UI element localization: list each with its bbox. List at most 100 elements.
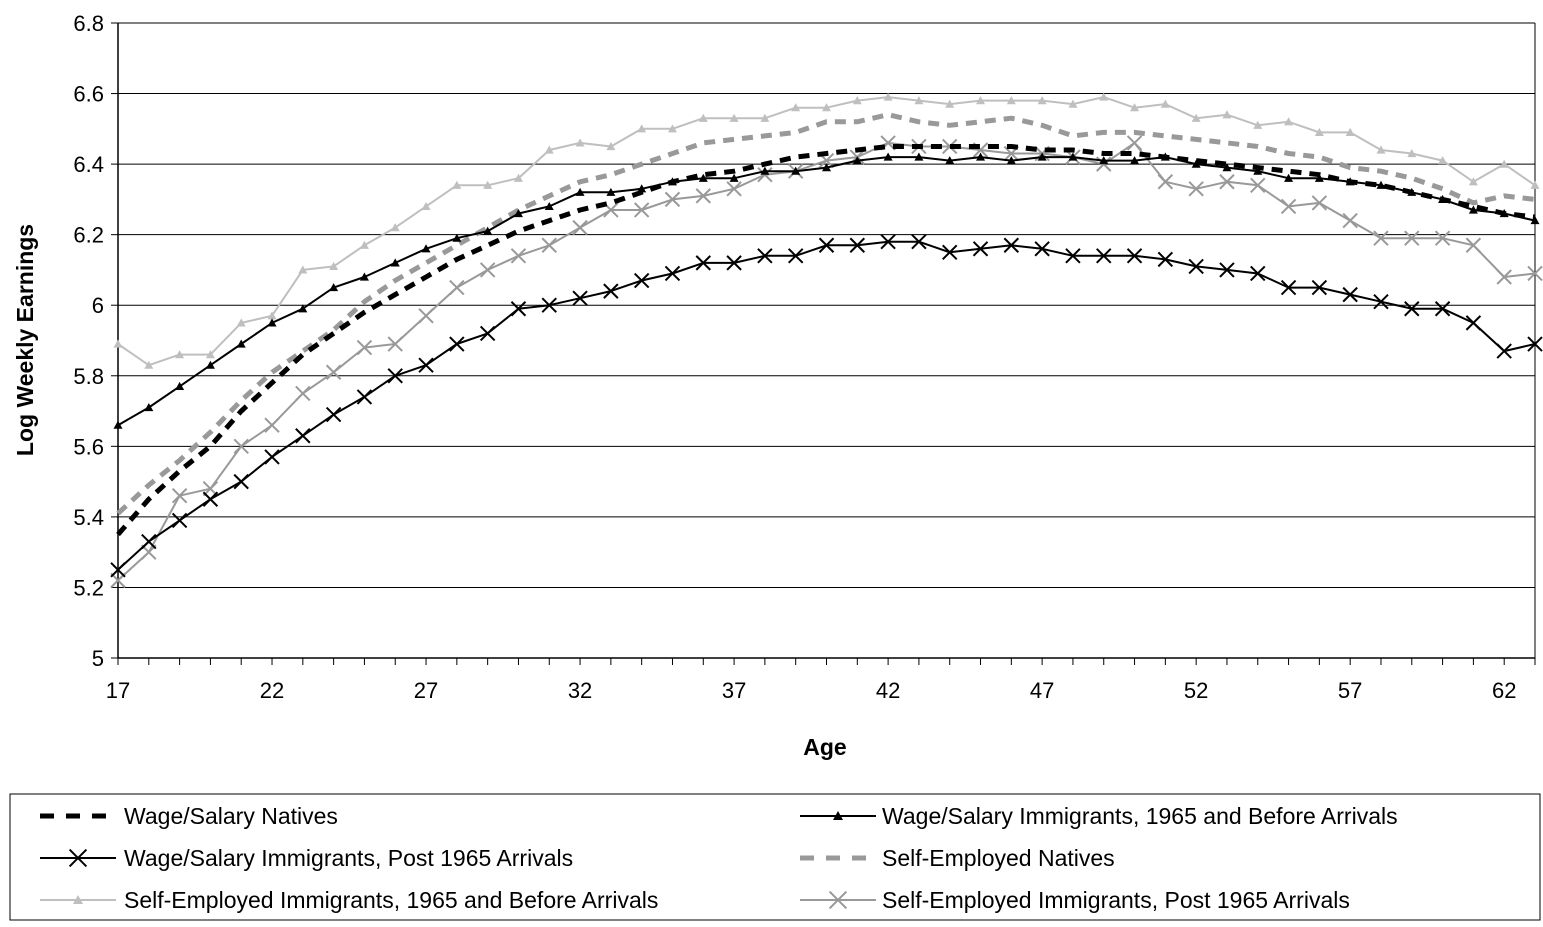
data-point — [572, 219, 588, 236]
data-point — [633, 272, 650, 289]
data-point — [1003, 237, 1020, 253]
data-point — [387, 368, 403, 384]
data-point — [852, 156, 862, 165]
data-point — [695, 255, 711, 271]
data-point — [791, 166, 801, 175]
data-point — [541, 237, 557, 253]
data-point — [1126, 248, 1143, 264]
data-point — [1250, 265, 1266, 282]
data-point — [205, 360, 215, 369]
data-point — [264, 417, 280, 433]
data-point — [510, 301, 527, 317]
data-point — [483, 226, 493, 235]
data-point — [1527, 265, 1543, 282]
data-point — [1222, 110, 1232, 119]
data-point — [1222, 163, 1232, 172]
data-point — [175, 350, 185, 359]
data-point — [1250, 177, 1266, 193]
y-tick-label: 6.4 — [73, 152, 104, 177]
data-point — [298, 265, 308, 274]
data-point — [606, 187, 616, 196]
data-point — [144, 403, 154, 412]
data-point — [1006, 156, 1016, 165]
data-point — [572, 290, 588, 306]
data-point — [575, 187, 585, 196]
data-point — [513, 209, 523, 218]
data-point — [421, 201, 431, 211]
legend-box — [9, 793, 1541, 921]
series-4 — [113, 92, 1540, 369]
data-point — [236, 318, 246, 327]
legend: Wage/Salary Natives Wage/Salary Immigrant… — [9, 793, 1541, 921]
legend-label: Wage/Salary Immigrants, Post 1965 Arriva… — [124, 845, 573, 871]
x-tick-label: 32 — [568, 678, 592, 703]
data-point — [667, 124, 677, 133]
data-point — [942, 244, 958, 261]
data-point — [914, 152, 924, 161]
y-tick-label: 6.2 — [73, 223, 104, 248]
data-point — [1499, 159, 1509, 168]
data-point — [1006, 96, 1016, 105]
data-point — [1530, 216, 1540, 225]
data-point — [729, 113, 739, 122]
data-point — [1311, 279, 1328, 296]
data-point — [110, 562, 126, 578]
data-point — [822, 103, 831, 112]
data-point — [1130, 156, 1140, 165]
series-0 — [116, 144, 1536, 537]
data-point — [1065, 248, 1081, 264]
data-point — [942, 138, 958, 155]
data-point — [171, 488, 188, 504]
y-tick-label: 6 — [92, 293, 104, 318]
x-tick-label: 17 — [106, 678, 130, 703]
data-point — [1468, 205, 1478, 214]
data-point — [849, 237, 866, 253]
data-point — [449, 336, 465, 352]
data-point — [387, 336, 403, 352]
data-point — [606, 141, 616, 151]
data-point — [976, 152, 986, 161]
data-point — [236, 339, 246, 348]
data-point — [544, 201, 554, 211]
data-point — [1434, 230, 1451, 246]
x-tick-label: 37 — [722, 678, 746, 703]
series-line — [116, 144, 1536, 537]
y-tick-label: 6.6 — [73, 82, 104, 107]
data-point — [1188, 258, 1204, 275]
data-point — [911, 234, 927, 250]
data-point — [1373, 230, 1389, 246]
data-point — [729, 173, 739, 182]
data-point — [1376, 180, 1386, 189]
data-point — [390, 223, 400, 232]
data-point — [449, 279, 465, 296]
data-point — [1099, 156, 1109, 165]
data-point — [1037, 96, 1047, 105]
data-point — [1157, 251, 1174, 268]
data-point — [479, 262, 496, 278]
x-tick-label: 52 — [1184, 678, 1208, 703]
data-point — [972, 241, 989, 257]
data-point — [726, 181, 742, 197]
data-point — [976, 96, 986, 105]
legend-label: Self-Employed Natives — [882, 845, 1115, 871]
data-point — [757, 248, 773, 264]
y-tick-labels: 5 5.2 5.4 5.6 5.8 6 6.2 6.4 6.6 6.8 — [73, 11, 104, 671]
data-point — [544, 145, 554, 154]
data-point — [633, 202, 650, 218]
data-point — [945, 99, 955, 108]
data-point — [1404, 230, 1420, 246]
y-tick-label: 5.6 — [73, 434, 104, 459]
data-point — [175, 381, 185, 390]
data-point — [141, 533, 157, 550]
data-point — [818, 237, 835, 253]
data-point — [452, 180, 462, 189]
data-point — [852, 96, 862, 105]
data-point — [73, 895, 83, 904]
data-point — [1188, 181, 1204, 197]
data-point — [1530, 180, 1540, 189]
data-point — [325, 364, 342, 380]
data-point — [883, 92, 893, 101]
data-point — [1034, 241, 1050, 257]
y-tick-label: 5 — [92, 646, 104, 671]
data-point — [1314, 173, 1324, 182]
